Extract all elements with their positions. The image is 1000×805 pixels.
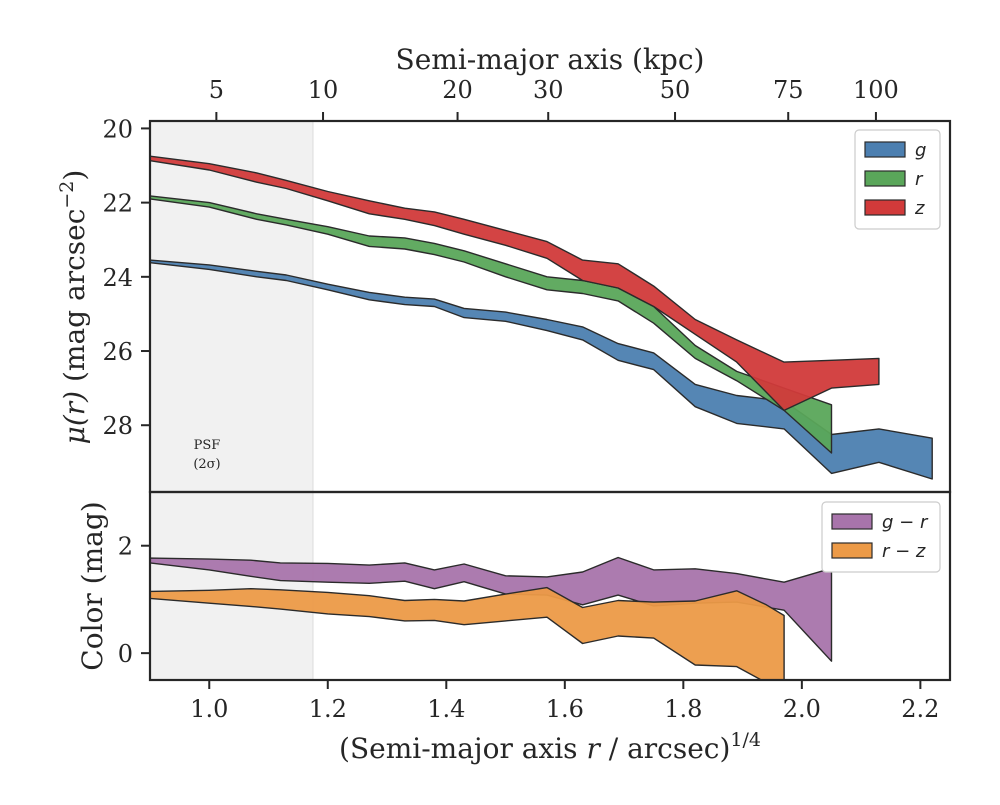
xtick-label: 1.0 (190, 695, 228, 723)
ytick-label-top: 26 (102, 338, 133, 366)
band-g (150, 259, 933, 480)
ytick-label-top: 20 (102, 115, 133, 143)
legend-swatch (864, 170, 906, 187)
top-axis-tick-label: 20 (442, 76, 473, 104)
top-axis-title: Semi-major axis (kpc) (396, 43, 705, 76)
ytick-label-top: 22 (102, 190, 133, 218)
legend-swatch (864, 141, 906, 158)
psf-region-top (149, 120, 314, 493)
bottom-panel-bands (150, 556, 833, 680)
xtick-label: 1.4 (427, 695, 465, 723)
band-r (150, 195, 833, 454)
axis-ticks (141, 112, 922, 689)
legend-swatch (831, 542, 873, 559)
band-z (150, 155, 880, 412)
top-axis-tick-label: 30 (533, 76, 564, 104)
legend-label: g − r (882, 512, 929, 533)
psf-region-bottom (149, 491, 314, 681)
bottom-panel-frame (148, 490, 952, 682)
legend-swatch (831, 513, 873, 530)
psf-shaded-region (149, 120, 314, 493)
legend-label: r (915, 169, 924, 190)
xtick-label: 1.2 (309, 695, 347, 723)
top-panel-bands (150, 155, 933, 480)
top-axis-tick-label: 50 (660, 76, 691, 104)
x-axis-label: (Semi-major axis r / arcsec)1/4 (339, 729, 761, 765)
top-y-axis-label: μ(r) (mag arcsec−2) (56, 170, 91, 445)
psf-shaded-region-bottom (149, 491, 314, 681)
ytick-label-bottom: 0 (118, 640, 133, 668)
psf-label: PSF (194, 438, 221, 453)
ytick-label-top: 24 (102, 264, 133, 292)
xtick-label: 1.8 (664, 695, 702, 723)
psf-label-sigma: (2σ) (193, 457, 220, 472)
legend-label: z (914, 198, 925, 219)
legends: grz g − r r − z (821, 129, 941, 573)
legend-label: r − z (882, 541, 926, 562)
xtick-label: 2.2 (901, 695, 939, 723)
legend-swatch (864, 199, 906, 216)
xtick-label: 1.6 (546, 695, 584, 723)
top-axis-tick-label: 75 (773, 76, 804, 104)
legend-label: g (915, 140, 926, 161)
top-axis-tick-label: 5 (209, 76, 224, 104)
tick-labels: 20 22 24 26 28 0 2 1.0 1.2 1.4 1.6 1.8 2.0 2.2 5 10 20 30… (102, 76, 939, 723)
bottom-y-axis-label: Color (mag) (76, 501, 109, 670)
panel-frames (148, 119, 952, 682)
xtick-label: 2.0 (783, 695, 821, 723)
ytick-label-bottom: 2 (118, 533, 133, 561)
top-axis-tick-label: 10 (308, 76, 339, 104)
band-r-minus-z (150, 586, 785, 680)
band-g-minus-r (150, 556, 833, 662)
top-axis-tick-label: 100 (853, 76, 899, 104)
ytick-label-top: 28 (102, 412, 133, 440)
